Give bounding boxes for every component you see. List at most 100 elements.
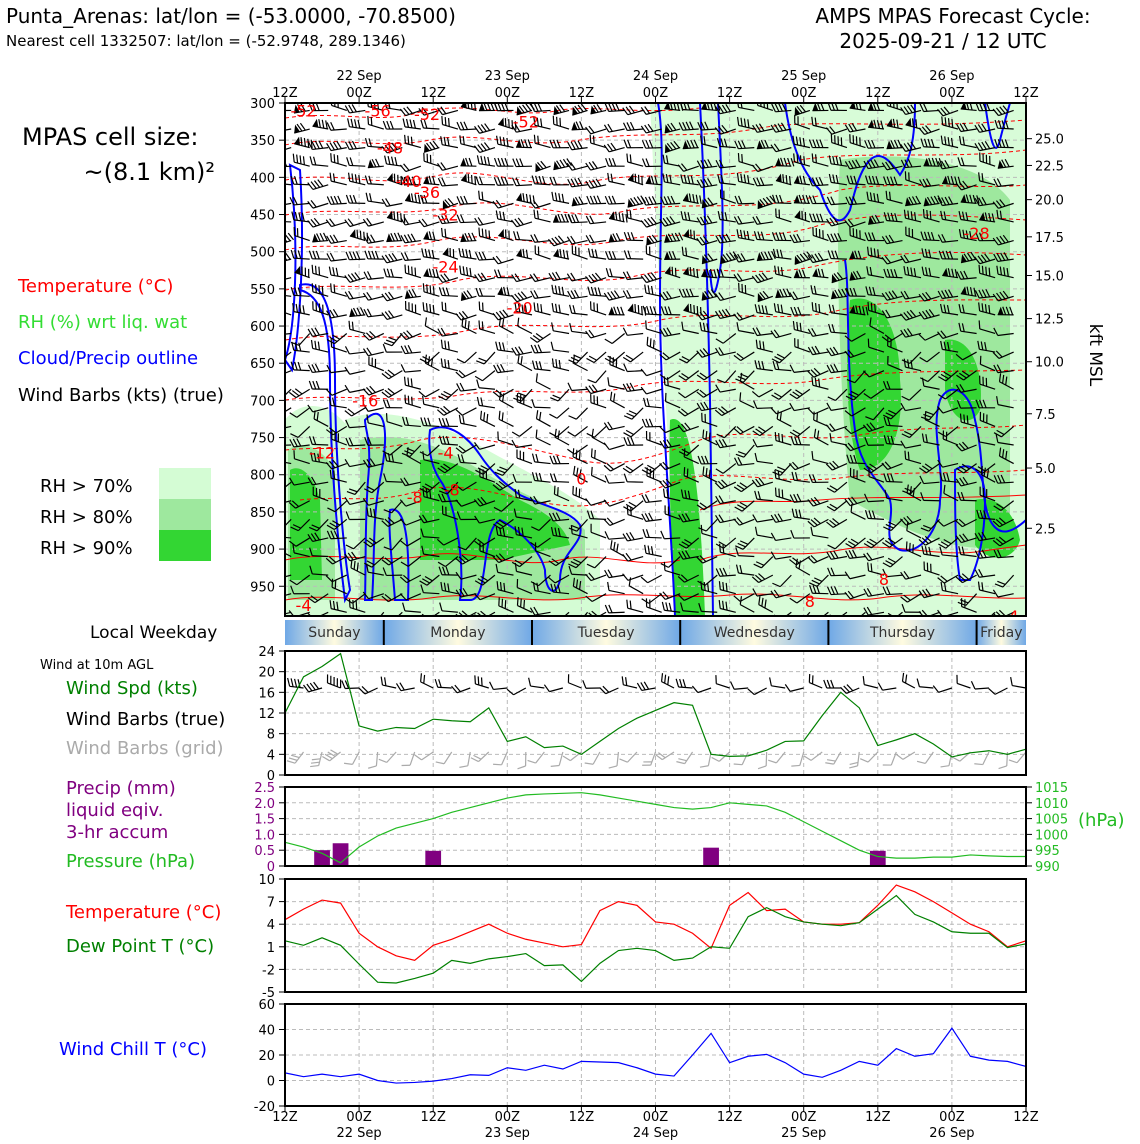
barb-staff	[849, 463, 865, 464]
barb-staff	[590, 519, 606, 520]
barb-staff	[961, 165, 977, 166]
barb-staff	[720, 277, 736, 278]
barb-feather	[277, 406, 284, 414]
legend-temperature: Temperature (°C)	[17, 276, 173, 297]
barb-staff	[924, 240, 940, 241]
local-weekday-label: Local Weekday	[90, 623, 217, 643]
barb-staff	[312, 556, 328, 557]
wind-spd-label: Wind Spd (kts)	[66, 678, 198, 699]
barb-feather	[271, 422, 276, 430]
barb-feather	[271, 124, 275, 132]
barb-staff	[275, 221, 291, 222]
barb-feather	[277, 302, 282, 311]
forecast-title: AMPS MPAS Forecast Cycle:	[815, 4, 1090, 28]
barb-feather	[271, 273, 276, 281]
barb-staff	[294, 184, 310, 185]
barb-feather	[271, 608, 276, 616]
barb-staff	[683, 296, 699, 297]
rh-swatch-70	[159, 468, 211, 499]
barb-feather	[276, 213, 279, 221]
barb-feather	[271, 409, 278, 417]
cross-section-panel: -52-56-52-52-48-40-36-32-28-24-20-16-12-…	[250, 69, 1105, 627]
barb-staff	[664, 538, 680, 539]
barb-flag	[275, 159, 281, 167]
barb-feather	[278, 123, 282, 131]
barb-feather	[278, 235, 283, 244]
barb-feather	[276, 453, 280, 461]
barb-feather	[274, 541, 280, 549]
legend-rh: RH (%) wrt liq. wat	[18, 312, 187, 333]
barb-staff	[646, 148, 662, 149]
barb-staff	[609, 612, 625, 613]
barb-feather	[280, 159, 283, 167]
barb-feather	[274, 571, 279, 580]
barb-feather	[278, 588, 283, 597]
pressure-label: Pressure (hPa)	[66, 851, 195, 872]
barb-feather	[272, 525, 280, 533]
barb-staff	[590, 203, 606, 204]
barb-staff	[349, 165, 365, 166]
barb-staff	[572, 222, 588, 223]
barb-feather	[274, 353, 281, 361]
barb-staff	[646, 537, 662, 538]
barb-feather	[276, 175, 280, 183]
barb-feather	[277, 143, 282, 152]
barb-feather	[277, 390, 285, 398]
barb-feather	[274, 198, 278, 206]
barb-staff	[386, 482, 402, 483]
precip-label-2: liquid eqiv.	[66, 800, 163, 821]
legend-cloud: Cloud/Precip outline	[18, 348, 198, 369]
barb-feather	[277, 351, 284, 359]
barb-staff	[887, 482, 903, 483]
forecast-cycle: 2025-09-21 / 12 UTC	[839, 29, 1046, 53]
barb-staff	[535, 407, 551, 408]
rh-label-90: RH > 90%	[40, 538, 133, 559]
wind-10m-label: Wind at 10m AGL	[40, 658, 154, 673]
barb-staff	[460, 222, 476, 223]
barb-staff	[887, 277, 903, 278]
barb-feather	[271, 572, 276, 581]
barb-feather	[278, 197, 282, 205]
barb-feather	[276, 103, 279, 111]
barb-feather	[279, 102, 282, 110]
barb-staff	[627, 259, 643, 260]
barb-staff	[609, 203, 625, 204]
barb-feather	[271, 497, 276, 505]
barb-feather	[278, 254, 283, 263]
barb-feather	[274, 273, 279, 281]
rh-swatch-80	[159, 499, 211, 530]
windchill-panel-label: Wind Chill T (°C)	[59, 1039, 207, 1060]
cell-subtitle: Nearest cell 1332507: lat/lon = (-52.974…	[6, 32, 406, 50]
barb-staff	[961, 500, 977, 501]
temp-panel-label: Temperature (°C)	[65, 902, 221, 923]
wind-barbs-true-label: Wind Barbs (true)	[66, 709, 225, 730]
barb-staff	[294, 370, 310, 371]
dewpoint-panel-label: Dew Point T (°C)	[66, 936, 214, 957]
barb-staff	[831, 575, 847, 576]
cell-size-label: MPAS cell size:	[22, 123, 198, 151]
precip-label-3: 3-hr accum	[66, 822, 168, 843]
barb-feather	[273, 301, 278, 310]
barb-staff	[331, 538, 347, 539]
barb-flag	[273, 236, 281, 245]
barb-staff	[831, 259, 847, 260]
barb-feather	[274, 392, 282, 400]
barb-staff	[553, 482, 569, 483]
rh-swatch-90	[159, 530, 211, 561]
legend-wind: Wind Barbs (kts) (true)	[18, 385, 224, 406]
barb-feather	[274, 123, 278, 131]
barb-staff	[535, 352, 551, 353]
barb-feather	[276, 287, 280, 295]
rh-legend: RH > 70% RH > 80% RH > 90%	[40, 468, 211, 561]
barb-feather	[273, 452, 277, 460]
barb-staff	[868, 148, 884, 149]
barb-feather	[276, 529, 280, 537]
rh-label-80: RH > 80%	[40, 507, 133, 528]
barb-staff	[794, 444, 810, 445]
barb-feather	[275, 523, 283, 531]
barb-feather	[271, 198, 275, 206]
station-title: Punta_Arenas: lat/lon = (-53.0000, -70.8…	[6, 4, 456, 28]
barb-staff	[683, 110, 699, 111]
barb-staff	[349, 259, 365, 260]
